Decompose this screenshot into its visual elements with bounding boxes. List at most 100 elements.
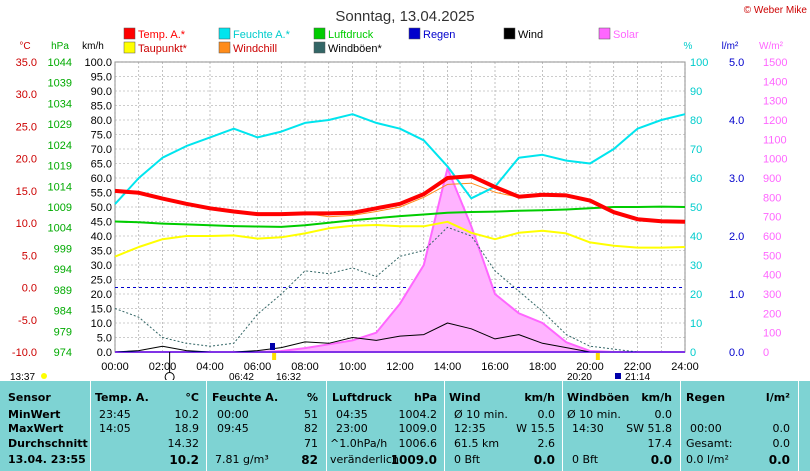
humidity-min-val: 51: [304, 408, 318, 421]
tick-solar: 800: [763, 192, 781, 204]
legend-label: Windböen*: [328, 43, 383, 55]
table-divider: [680, 381, 681, 471]
tick-x: 00:00: [101, 361, 129, 373]
tick-wind: 55.0: [91, 188, 112, 200]
tick-wind: 65.0: [91, 159, 112, 171]
temp-avg: 14.32: [167, 437, 200, 450]
last-update-icon: [41, 373, 47, 379]
tick-solar: 900: [763, 173, 781, 185]
tick-x: 04:00: [196, 361, 224, 373]
tick-hpa: 994: [54, 264, 72, 276]
gusts-row2-time: 14:30: [572, 422, 604, 435]
tick-humidity: 100: [690, 57, 708, 69]
stats-table: Sensor MinWert MaxWert Durchschnitt 13.04. 2…: [0, 381, 810, 471]
humidity-header: Feuchte A.: [212, 391, 279, 404]
sunrise-icon: [272, 353, 277, 360]
tick-x: 22:00: [624, 361, 652, 373]
legend-swatch: [218, 27, 231, 40]
unit-hpa: hPa: [51, 41, 69, 52]
pressure-max-val: 1009.0: [398, 422, 438, 435]
tick-solar: 1300: [763, 96, 787, 108]
moonrise-time: 16:32: [276, 372, 301, 380]
legend-swatch: [123, 27, 136, 40]
tick-wind: 0.0: [97, 347, 112, 359]
temp-max-time: 14:05: [99, 422, 131, 435]
tick-x: 16:00: [481, 361, 509, 373]
legend-label: Feuchte A.*: [233, 29, 291, 41]
humidity-max-time: 09:45: [217, 422, 249, 435]
tick-wind: 45.0: [91, 217, 112, 229]
tick-wind: 35.0: [91, 246, 112, 258]
table-divider: [90, 381, 91, 471]
tick-solar: 300: [763, 289, 781, 301]
chart-title: Sonntag, 13.04.2025: [335, 8, 474, 25]
pressure-trend-rate: ^1.0hPa/h: [330, 437, 388, 450]
rain-row3-val: 0.0: [772, 437, 791, 450]
credit-text: © Weber Mike: [744, 5, 808, 16]
tick-x: 18:00: [529, 361, 557, 373]
tick-x: 14:00: [434, 361, 462, 373]
tick-solar: 1000: [763, 154, 787, 166]
tick-wind: 70.0: [91, 144, 112, 156]
row-label: MaxWert: [8, 422, 64, 435]
tick-wind: 30.0: [91, 260, 112, 272]
legend-swatch: [598, 27, 611, 40]
tick-hpa: 1034: [48, 98, 72, 110]
pressure-current: 1009.0: [390, 453, 437, 467]
tick-x: 12:00: [386, 361, 414, 373]
tick-temp: 15.0: [16, 186, 37, 198]
moonset-icon: [615, 373, 621, 379]
series-pressure-line: [114, 205, 686, 228]
tick-wind: 10.0: [91, 318, 112, 330]
legend-swatch: [313, 41, 326, 54]
rain-row3-label: Gesamt:: [686, 437, 733, 450]
gusts-header: Windböen: [567, 391, 630, 404]
unit-kmh: km/h: [82, 41, 104, 52]
tick-hpa: 984: [54, 306, 72, 318]
tick-wind: 20.0: [91, 289, 112, 301]
last-update-time: 13:37: [10, 372, 35, 380]
tick-humidity: 20: [690, 289, 702, 301]
tick-solar: 100: [763, 328, 781, 340]
tick-solar: 400: [763, 270, 781, 282]
rain-row4-val: 0.0: [768, 453, 790, 467]
tick-rain: 4.0: [729, 115, 744, 127]
wind-row2-time: 12:35: [454, 422, 486, 435]
tick-wind: 80.0: [91, 115, 112, 127]
series-humidity-line: [114, 113, 686, 205]
rain-row2-val: 0.0: [772, 422, 791, 435]
row-label: MinWert: [8, 408, 61, 421]
tick-x: 24:00: [671, 361, 699, 373]
tick-rain: 5.0: [729, 57, 744, 69]
gusts-unit: km/h: [641, 391, 672, 404]
row-label: 13.04. 23:55: [8, 453, 86, 466]
tick-temp: -5.0: [18, 315, 37, 327]
weather-chart: °C hPa km/h% l/m² W/m² 35.0 30.0 25.0 20.0 15.0 10…: [10, 5, 808, 380]
tick-solar: 700: [763, 212, 781, 224]
tick-solar: 1200: [763, 115, 787, 127]
legend-label: Luftdruck: [328, 29, 374, 41]
humidity-unit: %: [306, 391, 318, 404]
legend-label: Taupunkt*: [138, 43, 188, 55]
unit-pct: %: [684, 41, 693, 52]
wind-row4-val: 0.0: [533, 453, 555, 467]
tick-humidity: 70: [690, 144, 702, 156]
humidity-min-time: 00:00: [217, 408, 249, 421]
chart-legend: Temp. A.* Feuchte A.* Luftdruck Regen Wind So…: [123, 27, 639, 55]
humidity-abs: 7.81 g/m³: [215, 453, 269, 466]
gusts-row1-label: Ø 10 min.: [567, 408, 621, 421]
wind-row1-val: 0.0: [537, 408, 556, 421]
pressure-max-time: 23:00: [336, 422, 368, 435]
tick-hpa: 1004: [48, 223, 72, 235]
gusts-row4-val: 0.0: [650, 453, 672, 467]
legend-swatch: [218, 41, 231, 54]
humidity-current: 82: [301, 453, 318, 467]
moon-phase-icon: [164, 372, 175, 380]
table-divider: [562, 381, 563, 471]
table-divider: [206, 381, 207, 471]
tick-wind: 40.0: [91, 231, 112, 243]
legend-label: Temp. A.*: [138, 29, 186, 41]
tick-temp: 25.0: [16, 121, 37, 133]
tick-temp: -10.0: [12, 347, 37, 359]
tick-wind: 50.0: [91, 202, 112, 214]
